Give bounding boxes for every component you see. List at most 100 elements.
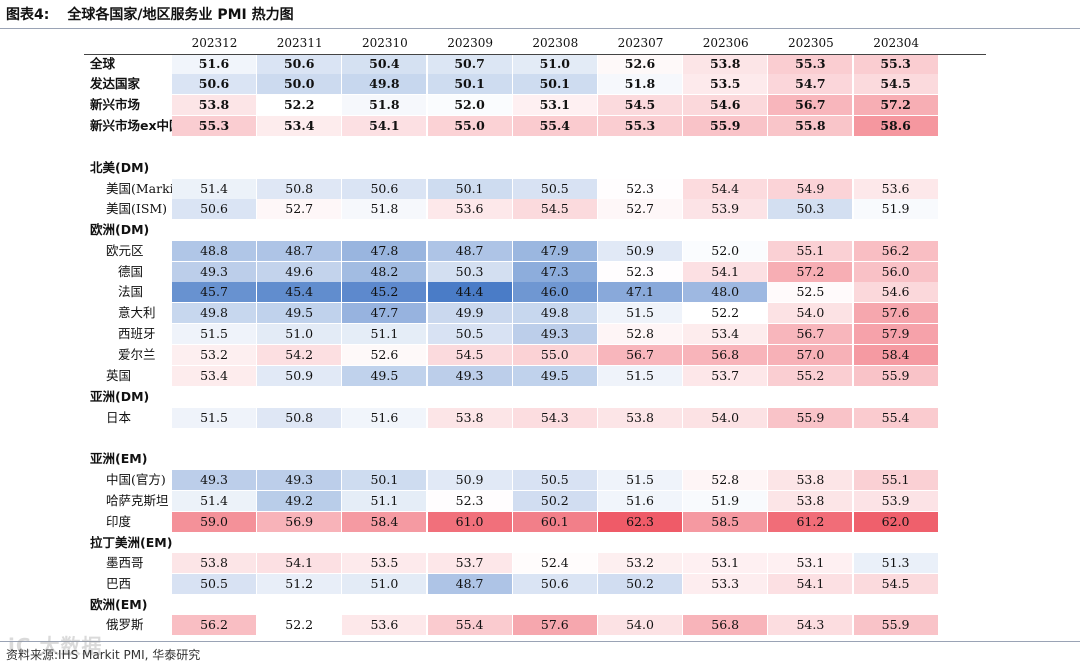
heatmap-cell: 50.3 — [427, 262, 512, 282]
heatmap-cell: 54.5 — [853, 574, 938, 594]
heatmap-cell: 53.5 — [342, 553, 427, 573]
column-header: 202310 — [361, 36, 408, 50]
heatmap-cell: 55.4 — [853, 408, 938, 428]
heatmap-cell: 53.8 — [172, 553, 256, 573]
heatmap-cell: 45.4 — [257, 282, 342, 302]
heatmap-cell: 53.7 — [683, 366, 768, 386]
top-rule — [0, 28, 1080, 29]
row-label: 德国 — [118, 264, 144, 279]
heatmap-cell: 50.6 — [512, 574, 597, 594]
group-label: 拉丁美洲(EM) — [90, 535, 173, 550]
table-row: 意大利 49.8 49.5 47.7 49.9 49.8 51.5 52.2 54.0 57.6 — [84, 303, 986, 323]
heatmap-cell: 58.5 — [683, 512, 768, 532]
heatmap-cell: 53.6 — [427, 199, 512, 219]
heatmap-cell: 55.9 — [853, 366, 938, 386]
row-label: 新兴市场 — [90, 97, 141, 112]
heatmap-cell: 46.0 — [512, 282, 597, 302]
heatmap-cell: 51.5 — [598, 470, 682, 490]
table-row: 印度 59.0 56.9 58.4 61.0 60.1 62.3 58.5 61.2 62.0 — [84, 512, 986, 532]
heatmap-cell: 53.9 — [853, 491, 938, 511]
heatmap-cell: 45.7 — [172, 282, 256, 302]
heatmap-cell: 47.1 — [598, 282, 682, 302]
heatmap-cell: 55.0 — [427, 116, 512, 136]
heatmap-cell: 50.6 — [342, 179, 427, 199]
heatmap-cell: 50.6 — [172, 199, 256, 219]
heatmap-cell: 50.5 — [172, 574, 256, 594]
heatmap-cell: 51.9 — [683, 491, 768, 511]
heatmap-cell: 51.8 — [342, 199, 427, 219]
group-header-row: 北美(DM) — [84, 158, 986, 178]
heatmap-cell: 47.3 — [512, 262, 597, 282]
heatmap-cell: 50.5 — [512, 470, 597, 490]
watermark: iC 大数据 — [8, 634, 103, 658]
heatmap-cell: 61.0 — [427, 512, 512, 532]
heatmap-cell: 53.1 — [512, 95, 597, 115]
table-row: 新兴市场ex中国 55.3 53.4 54.1 55.0 55.4 55.3 55.9 55.8… — [84, 116, 986, 136]
heatmap-cell: 51.5 — [598, 303, 682, 323]
table-row: 新兴市场 53.8 52.2 51.8 52.0 53.1 54.5 54.6 56.7 57.2 — [84, 95, 986, 115]
heatmap-cell: 55.9 — [853, 615, 938, 635]
heatmap-cell: 50.1 — [427, 74, 512, 94]
heatmap-cell: 51.6 — [598, 491, 682, 511]
row-label: 美国(Markit) — [106, 181, 184, 196]
group-header-row: 拉丁美洲(EM) — [84, 533, 986, 553]
table-row: 全球 51.6 50.6 50.4 50.7 51.0 52.6 53.8 55.3 55.3 — [84, 54, 986, 74]
heatmap-cell: 50.5 — [427, 324, 512, 344]
heatmap-cell: 51.9 — [853, 199, 938, 219]
source-note: 资料来源:IHS Markit PMI, 华泰研究 — [6, 648, 201, 662]
heatmap-cell: 53.2 — [172, 345, 256, 365]
group-header-row: 欧洲(EM) — [84, 595, 986, 615]
heatmap-cell: 52.7 — [257, 199, 342, 219]
heatmap-cell: 49.3 — [257, 470, 342, 490]
row-label: 哈萨克斯坦 — [106, 493, 169, 508]
heatmap-cell: 57.6 — [512, 615, 597, 635]
heatmap-cell: 51.4 — [172, 179, 256, 199]
heatmap-cell: 54.5 — [598, 95, 682, 115]
heatmap-cell: 52.0 — [683, 241, 768, 261]
heatmap-cell: 54.4 — [683, 179, 768, 199]
heatmap-cell: 51.0 — [342, 574, 427, 594]
heatmap-cell: 48.2 — [342, 262, 427, 282]
heatmap-cell: 51.4 — [172, 491, 256, 511]
row-label: 新兴市场ex中国 — [90, 118, 182, 133]
table-row: 美国(Markit) 51.4 50.8 50.6 50.1 50.5 52.3 54.4 54… — [84, 179, 986, 199]
heatmap-cell: 54.6 — [853, 282, 938, 302]
heatmap-cell: 54.1 — [342, 116, 427, 136]
heatmap-cell: 52.7 — [598, 199, 682, 219]
heatmap-cell: 51.6 — [342, 408, 427, 428]
heatmap-cell: 52.2 — [683, 303, 768, 323]
heatmap-cell: 55.3 — [172, 116, 256, 136]
table-row: 哈萨克斯坦 51.4 49.2 51.1 52.3 50.2 51.6 51.9 53.8 53.… — [84, 491, 986, 511]
heatmap-cell: 56.7 — [768, 324, 853, 344]
heatmap-cell: 57.2 — [768, 262, 853, 282]
table-row: 欧元区 48.8 48.7 47.8 48.7 47.9 50.9 52.0 55.1 56.2 — [84, 241, 986, 261]
row-label: 墨西哥 — [106, 555, 144, 570]
heatmap-cell: 54.9 — [768, 179, 853, 199]
heatmap-cell: 49.5 — [512, 366, 597, 386]
heatmap-cell: 51.1 — [342, 324, 427, 344]
heatmap-cell: 56.7 — [768, 95, 853, 115]
heatmap-cell: 48.8 — [172, 241, 256, 261]
heatmap-cell: 54.1 — [683, 262, 768, 282]
heatmap-cell: 51.6 — [172, 54, 256, 74]
table-row: 中国(官方) 49.3 49.3 50.1 50.9 50.5 51.5 52.8 53.8 55… — [84, 470, 986, 490]
heatmap-cell: 56.8 — [683, 615, 768, 635]
heatmap-cell: 45.2 — [342, 282, 427, 302]
heatmap-cell: 53.7 — [427, 553, 512, 573]
heatmap-cell: 55.1 — [853, 470, 938, 490]
heatmap-cell: 50.9 — [257, 366, 342, 386]
heatmap-cell: 56.8 — [683, 345, 768, 365]
heatmap-cell: 50.2 — [512, 491, 597, 511]
header-rule — [84, 54, 986, 55]
heatmap-cell: 53.1 — [683, 553, 768, 573]
row-label: 美国(ISM) — [106, 201, 168, 216]
heatmap-cell: 57.6 — [853, 303, 938, 323]
heatmap-cell: 53.8 — [598, 408, 682, 428]
row-label: 英国 — [106, 368, 132, 383]
heatmap-cell: 51.8 — [598, 74, 682, 94]
heatmap-cell: 54.6 — [683, 95, 768, 115]
heatmap-cell: 53.8 — [427, 408, 512, 428]
heatmap-cell: 55.3 — [598, 116, 682, 136]
heatmap-cell: 47.9 — [512, 241, 597, 261]
heatmap-cell: 55.0 — [512, 345, 597, 365]
